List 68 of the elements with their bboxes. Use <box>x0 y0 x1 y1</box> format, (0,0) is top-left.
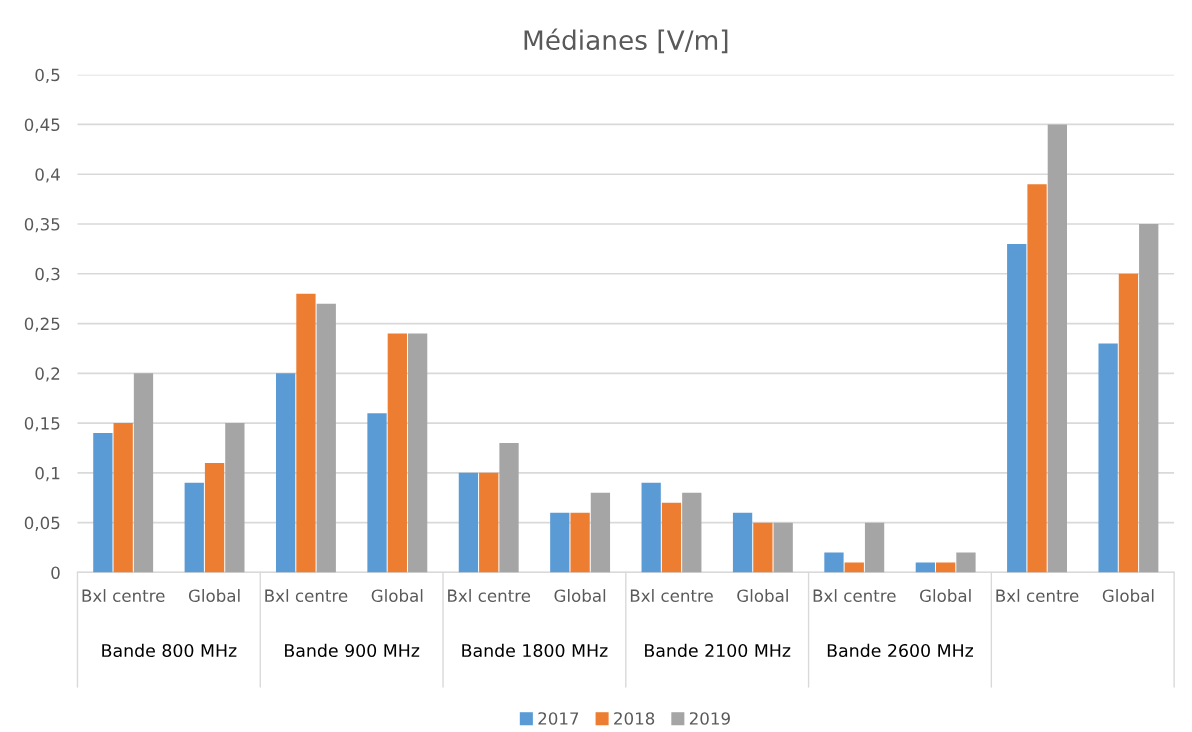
bar <box>408 333 428 573</box>
bar <box>479 472 499 573</box>
y-tick-label: 0,05 <box>24 516 60 531</box>
legend-label: 2017 <box>538 712 579 725</box>
bar <box>367 413 387 573</box>
bar <box>1139 223 1159 573</box>
x-tick-label: Bxl centre <box>265 589 348 602</box>
bar <box>316 303 336 573</box>
text: Bande 800 MHz <box>102 643 237 658</box>
y-tick-label: 0,45 <box>24 118 60 133</box>
bar <box>550 512 570 573</box>
x-tick-label: Global <box>1102 589 1154 602</box>
text: Bande 2600 MHz <box>827 643 974 658</box>
bar <box>936 562 956 573</box>
bar <box>1098 343 1118 573</box>
y-tick-label: 0,15 <box>24 417 60 432</box>
x-tick-label: Bxl centre <box>630 589 713 602</box>
bar <box>641 482 661 573</box>
bar <box>113 423 133 573</box>
y-tick-label: 0,1 <box>35 466 60 482</box>
bar <box>93 433 113 573</box>
bar <box>1118 273 1139 573</box>
legend-label: 2019 <box>689 712 730 725</box>
bar <box>296 293 316 573</box>
text: Bande 900 MHz <box>285 643 420 658</box>
bar <box>387 333 407 573</box>
bar <box>204 462 225 573</box>
x-tick-label: Bxl centre <box>813 589 896 602</box>
x-tick-label: Global <box>920 589 971 602</box>
legend-label: 2018 <box>614 712 655 725</box>
bar <box>499 443 519 573</box>
y-tick-label: 0,4 <box>35 168 60 183</box>
bar <box>1007 243 1027 573</box>
bar <box>773 522 793 573</box>
bar <box>682 492 702 573</box>
bar <box>844 562 864 573</box>
bar <box>225 423 245 573</box>
bar <box>1047 124 1067 573</box>
bar <box>275 373 296 573</box>
x-tick-label: Bxl centre <box>82 589 165 602</box>
y-tick-label: 0,35 <box>24 217 60 233</box>
bar <box>661 502 682 573</box>
y-tick-label: 0,3 <box>35 267 60 283</box>
bar <box>184 482 204 573</box>
x-tick-label: Global <box>188 589 240 602</box>
bar <box>864 522 885 573</box>
text: Bande 1800 MHz <box>462 643 608 658</box>
text: Bande 2100 MHz <box>645 643 791 658</box>
bar <box>732 512 753 573</box>
bar <box>824 552 844 573</box>
bar <box>590 492 611 573</box>
bar <box>915 562 935 573</box>
y-tick-label: 0,25 <box>24 317 60 332</box>
x-tick-label: Global <box>371 589 423 602</box>
y-tick-label: 0,5 <box>35 68 60 83</box>
chart-title: Médianes [V/m] <box>524 28 728 54</box>
y-tick-label: 0 <box>51 566 60 579</box>
bar <box>956 552 976 573</box>
x-tick-label: Global <box>554 589 606 602</box>
bar <box>458 472 479 573</box>
bar <box>570 512 590 573</box>
y-tick-label: 0,2 <box>35 367 60 382</box>
bar <box>753 522 773 573</box>
bar <box>1027 184 1047 573</box>
x-tick-label: Bxl centre <box>996 589 1079 602</box>
x-tick-label: Global <box>737 589 788 602</box>
bar <box>133 373 154 573</box>
x-tick-label: Bxl centre <box>448 589 531 602</box>
